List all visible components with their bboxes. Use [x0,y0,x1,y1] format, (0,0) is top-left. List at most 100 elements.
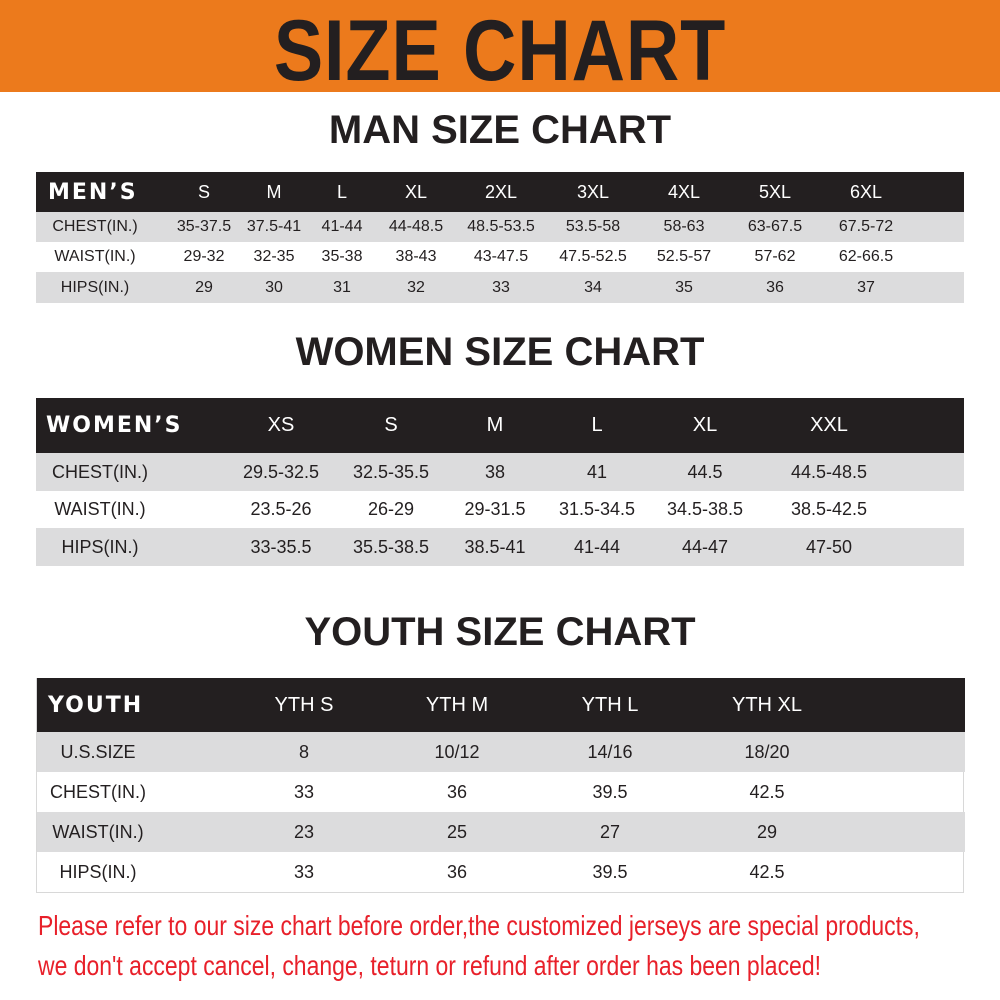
row-label: CHEST(IN.) [52,218,138,235]
row-label: HIPS(IN.) [61,536,139,557]
row-label: U.S.SIZE [60,741,136,762]
banner: SIZE CHART [0,0,1000,99]
measurement-cell: 37.5-41 [246,218,302,235]
measurement-cell: 32 [407,278,425,296]
youth-title: YOUTH SIZE CHART [304,610,696,654]
table-row: WAIST(IN.) 29-32 32-35 35-38 38-43 43-47.5 47.… [36,242,964,272]
size-header: YTH S [274,693,334,716]
measurement-cell: 44-48.5 [388,218,444,235]
measurement-cell: 29-32 [183,248,225,265]
table-row: WAIST(IN.) 23 25 27 29 [37,812,965,852]
women-header-row: WOMEN’S XS S M L XL XXL [36,398,964,453]
measurement-cell: 26-29 [367,499,415,519]
measurement-cell: 42.5 [749,862,785,882]
measurement-cell: 37 [857,278,875,296]
row-label: WAIST(IN.) [52,821,144,842]
measurement-cell: 39.5 [592,781,628,802]
measurement-cell: 29 [195,278,213,296]
size-header: 3XL [576,181,610,202]
notice-line-1: Please refer to our size chart before or… [38,910,920,941]
measurement-cell: 33-35.5 [250,536,312,557]
measurement-cell: 29-31.5 [464,499,526,519]
measurement-cell: 58-63 [663,218,705,235]
measurement-cell: 31 [333,278,351,296]
measurement-cell: 41-44 [573,536,621,557]
measurement-cell: 57-62 [754,248,796,265]
banner-title: SIZE CHART [273,3,727,99]
measurement-cell: 36 [446,781,468,802]
size-header: 2XL [484,181,518,202]
table-row: HIPS(IN.) 33-35.5 35.5-38.5 38.5-41 41-44 44-… [36,528,964,566]
table-row: CHEST(IN.) 35-37.5 37.5-41 41-44 44-48.5 48.5… [36,212,964,242]
measurement-cell: 47-50 [805,536,853,557]
measurement-cell: 33 [293,781,315,802]
size-header: YTH M [425,693,489,716]
measurement-cell: 39.5 [592,862,628,882]
measurement-cell: 23.5-26 [250,499,312,519]
table-row: WAIST(IN.) 23.5-26 26-29 29-31.5 31.5-34.5 34… [36,491,964,528]
measurement-cell: 8 [298,741,310,762]
row-label: HIPS(IN.) [60,278,130,296]
size-header: S [197,181,211,202]
measurement-cell: 44-47 [681,536,729,557]
size-header: L [336,181,348,202]
measurement-cell: 36 [766,278,784,296]
measurement-cell: 43-47.5 [473,248,529,265]
women-title: WOMEN SIZE CHART [295,330,705,374]
row-label: CHEST(IN.) [52,461,148,482]
measurement-cell: 34.5-38.5 [666,499,744,519]
measurement-cell: 33 [293,862,315,882]
measurement-cell: 36 [446,862,468,882]
size-header: XL [404,181,428,202]
table-row: U.S.SIZE 8 10/12 14/16 18/20 [37,732,965,772]
size-header: S [384,414,398,436]
measurement-cell: 48.5-53.5 [467,218,535,235]
table-row: CHEST(IN.) 33 36 39.5 42.5 [37,772,965,812]
measurement-cell: 38.5-42.5 [790,499,868,519]
measurement-cell: 10/12 [434,741,480,762]
measurement-cell: 29.5-32.5 [242,461,320,482]
measurement-cell: 53.5-58 [565,218,621,235]
youth-size-table: YOUTH YTH S YTH M YTH L YTH XL U.S.SIZE 8 10/12… [36,678,965,893]
size-header: YTH L [581,693,639,716]
size-header: M [486,414,504,436]
measurement-cell: 32.5-35.5 [352,461,430,482]
measurement-cell: 35.5-38.5 [352,536,430,557]
measurement-cell: 35-37.5 [176,218,232,235]
row-label: CHEST(IN.) [50,781,146,802]
measurement-cell: 35 [675,278,693,296]
measurement-cell: 35-38 [321,248,363,265]
size-header: YTH XL [731,693,803,716]
size-header: 6XL [849,181,883,202]
notice-line-2: we don't accept cancel, change, teturn o… [38,950,821,981]
row-label: WAIST(IN.) [54,499,146,519]
measurement-cell: 42.5 [749,781,785,802]
men-size-table: MEN’S S M L XL 2XL 3XL 4XL 5XL 6XL CHEST(IN.) 35-37… [36,172,964,303]
size-header: XXL [810,414,848,436]
measurement-cell: 47.5-52.5 [559,248,627,265]
measurement-cell: 38 [484,461,506,482]
measurement-cell: 32-35 [253,248,295,265]
men-header-row: MEN’S S M L XL 2XL 3XL 4XL 5XL 6XL [36,172,964,212]
size-header: L [591,414,603,436]
measurement-cell: 38-43 [395,248,437,265]
measurement-cell: 38.5-41 [464,536,526,557]
measurement-cell: 31.5-34.5 [558,499,636,519]
size-header: XL [692,414,718,436]
size-header: 5XL [758,181,792,202]
measurement-cell: 62-66.5 [838,248,894,265]
measurement-cell: 44.5-48.5 [790,461,868,482]
measurement-cell: 63-67.5 [747,218,803,235]
measurement-cell: 29 [756,821,778,842]
measurement-cell: 33 [492,278,510,296]
row-label: HIPS(IN.) [59,862,137,882]
measurement-cell: 34 [584,278,602,296]
table-row: CHEST(IN.) 29.5-32.5 32.5-35.5 38 41 44.5 44.5… [36,453,964,491]
measurement-cell: 18/20 [744,741,790,762]
measurement-cell: 41-44 [321,218,363,235]
youth-header-label: YOUTH [48,692,144,718]
measurement-cell: 25 [446,821,468,842]
size-header: 4XL [667,181,701,202]
measurement-cell: 27 [599,821,621,842]
table-row: HIPS(IN.) 29 30 31 32 33 34 35 36 37 [36,272,964,303]
